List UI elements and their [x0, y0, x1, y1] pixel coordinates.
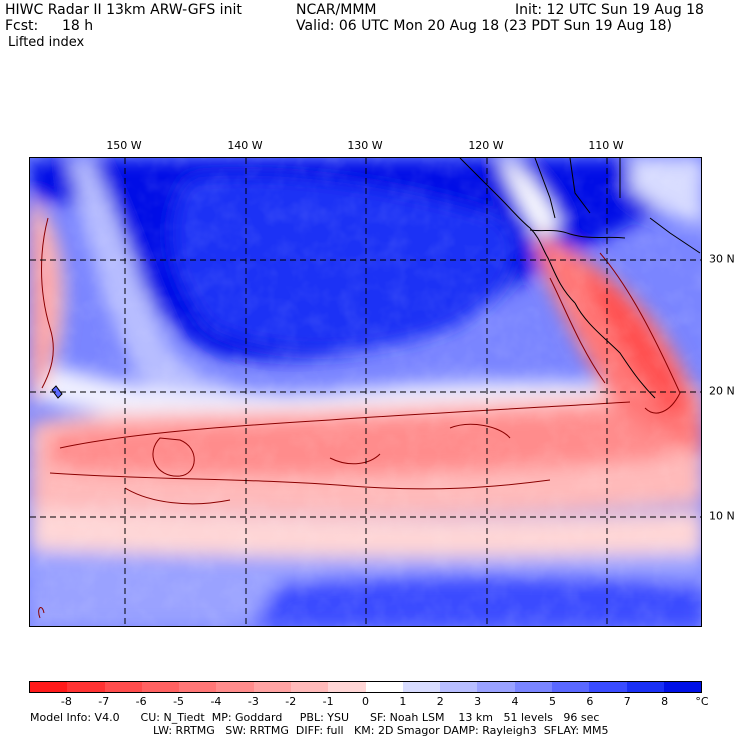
colorbar-tick-label: -4	[210, 695, 222, 708]
colorbar-segment	[365, 682, 403, 692]
colorbar-tick-label: -6	[135, 695, 147, 708]
colorbar	[29, 681, 702, 693]
colorbar-segment	[626, 682, 664, 692]
colorbar-tick-label: -1	[322, 695, 334, 708]
colorbar-tick-label: -3	[247, 695, 259, 708]
lon-label-130w: 130 W	[347, 139, 383, 152]
coastlines	[51, 158, 701, 399]
colorbar-segment	[30, 682, 68, 692]
colorbar-tick-label: -2	[285, 695, 297, 708]
colorbar-segment	[290, 682, 329, 692]
valid-time: Valid: 06 UTC Mon 20 Aug 18 (23 PDT Sun …	[296, 18, 673, 34]
map-field	[30, 158, 701, 626]
init-time: Init: 12 UTC Sun 19 Aug 18	[515, 2, 704, 18]
colorbar-segment	[179, 682, 217, 692]
colorbar-segment	[216, 682, 254, 692]
colorbar-segment	[514, 682, 552, 692]
colorbar-tick-label: 6	[586, 695, 594, 708]
colorbar-segment	[402, 682, 441, 692]
colorbar-segment	[104, 682, 142, 692]
lon-label-120w: 120 W	[468, 139, 504, 152]
lat-label-20n: 20 N	[709, 384, 735, 398]
forecast-hour: 18 h	[62, 18, 94, 34]
model-source: NCAR/MMM	[296, 2, 377, 18]
lon-label-150w: 150 W	[106, 139, 142, 152]
map-title: HIWC Radar II 13km ARW-GFS init	[5, 2, 242, 18]
colorbar-segment	[551, 682, 590, 692]
colorbar-tick-label: -8	[60, 695, 72, 708]
lat-label-30n: 30 N	[709, 252, 735, 266]
model-info-line2: LW: RRTMG SW: RRTMG DIFF: full KM: 2D Sm…	[153, 724, 609, 737]
colorbar-segment	[477, 682, 515, 692]
colorbar-segment	[589, 682, 627, 692]
lifted-index-map	[29, 157, 702, 627]
colorbar-segment	[141, 682, 180, 692]
colorbar-tick-label: 5	[548, 695, 556, 708]
colorbar-segment	[440, 682, 478, 692]
colorbar-tick-label: 7	[623, 695, 631, 708]
colorbar-segment	[253, 682, 291, 692]
forecast-label: Fcst:	[5, 18, 39, 34]
colorbar-tick-label: 2	[436, 695, 444, 708]
colorbar-tick-label: -7	[98, 695, 110, 708]
graticule	[30, 158, 701, 626]
model-info-line1: Model Info: V4.0 CU: N_Tiedt MP: Goddard…	[30, 711, 600, 724]
field-name: Lifted index	[8, 35, 85, 50]
colorbar-tick-label: 4	[511, 695, 519, 708]
colorbar-segment	[328, 682, 366, 692]
colorbar-unit: °C	[695, 695, 709, 708]
colorbar-tick-label: 3	[474, 695, 482, 708]
lon-label-110w: 110 W	[588, 139, 624, 152]
colorbar-tick-label: -5	[173, 695, 185, 708]
lat-label-10n: 10 N	[709, 509, 735, 523]
lon-label-140w: 140 W	[227, 139, 263, 152]
colorbar-segment	[663, 682, 702, 692]
contour-lines	[38, 217, 681, 619]
colorbar-tick-label: 1	[399, 695, 407, 708]
colorbar-tick-label: 8	[661, 695, 669, 708]
colorbar-segment	[67, 682, 105, 692]
colorbar-tick-label: 0	[362, 695, 369, 708]
